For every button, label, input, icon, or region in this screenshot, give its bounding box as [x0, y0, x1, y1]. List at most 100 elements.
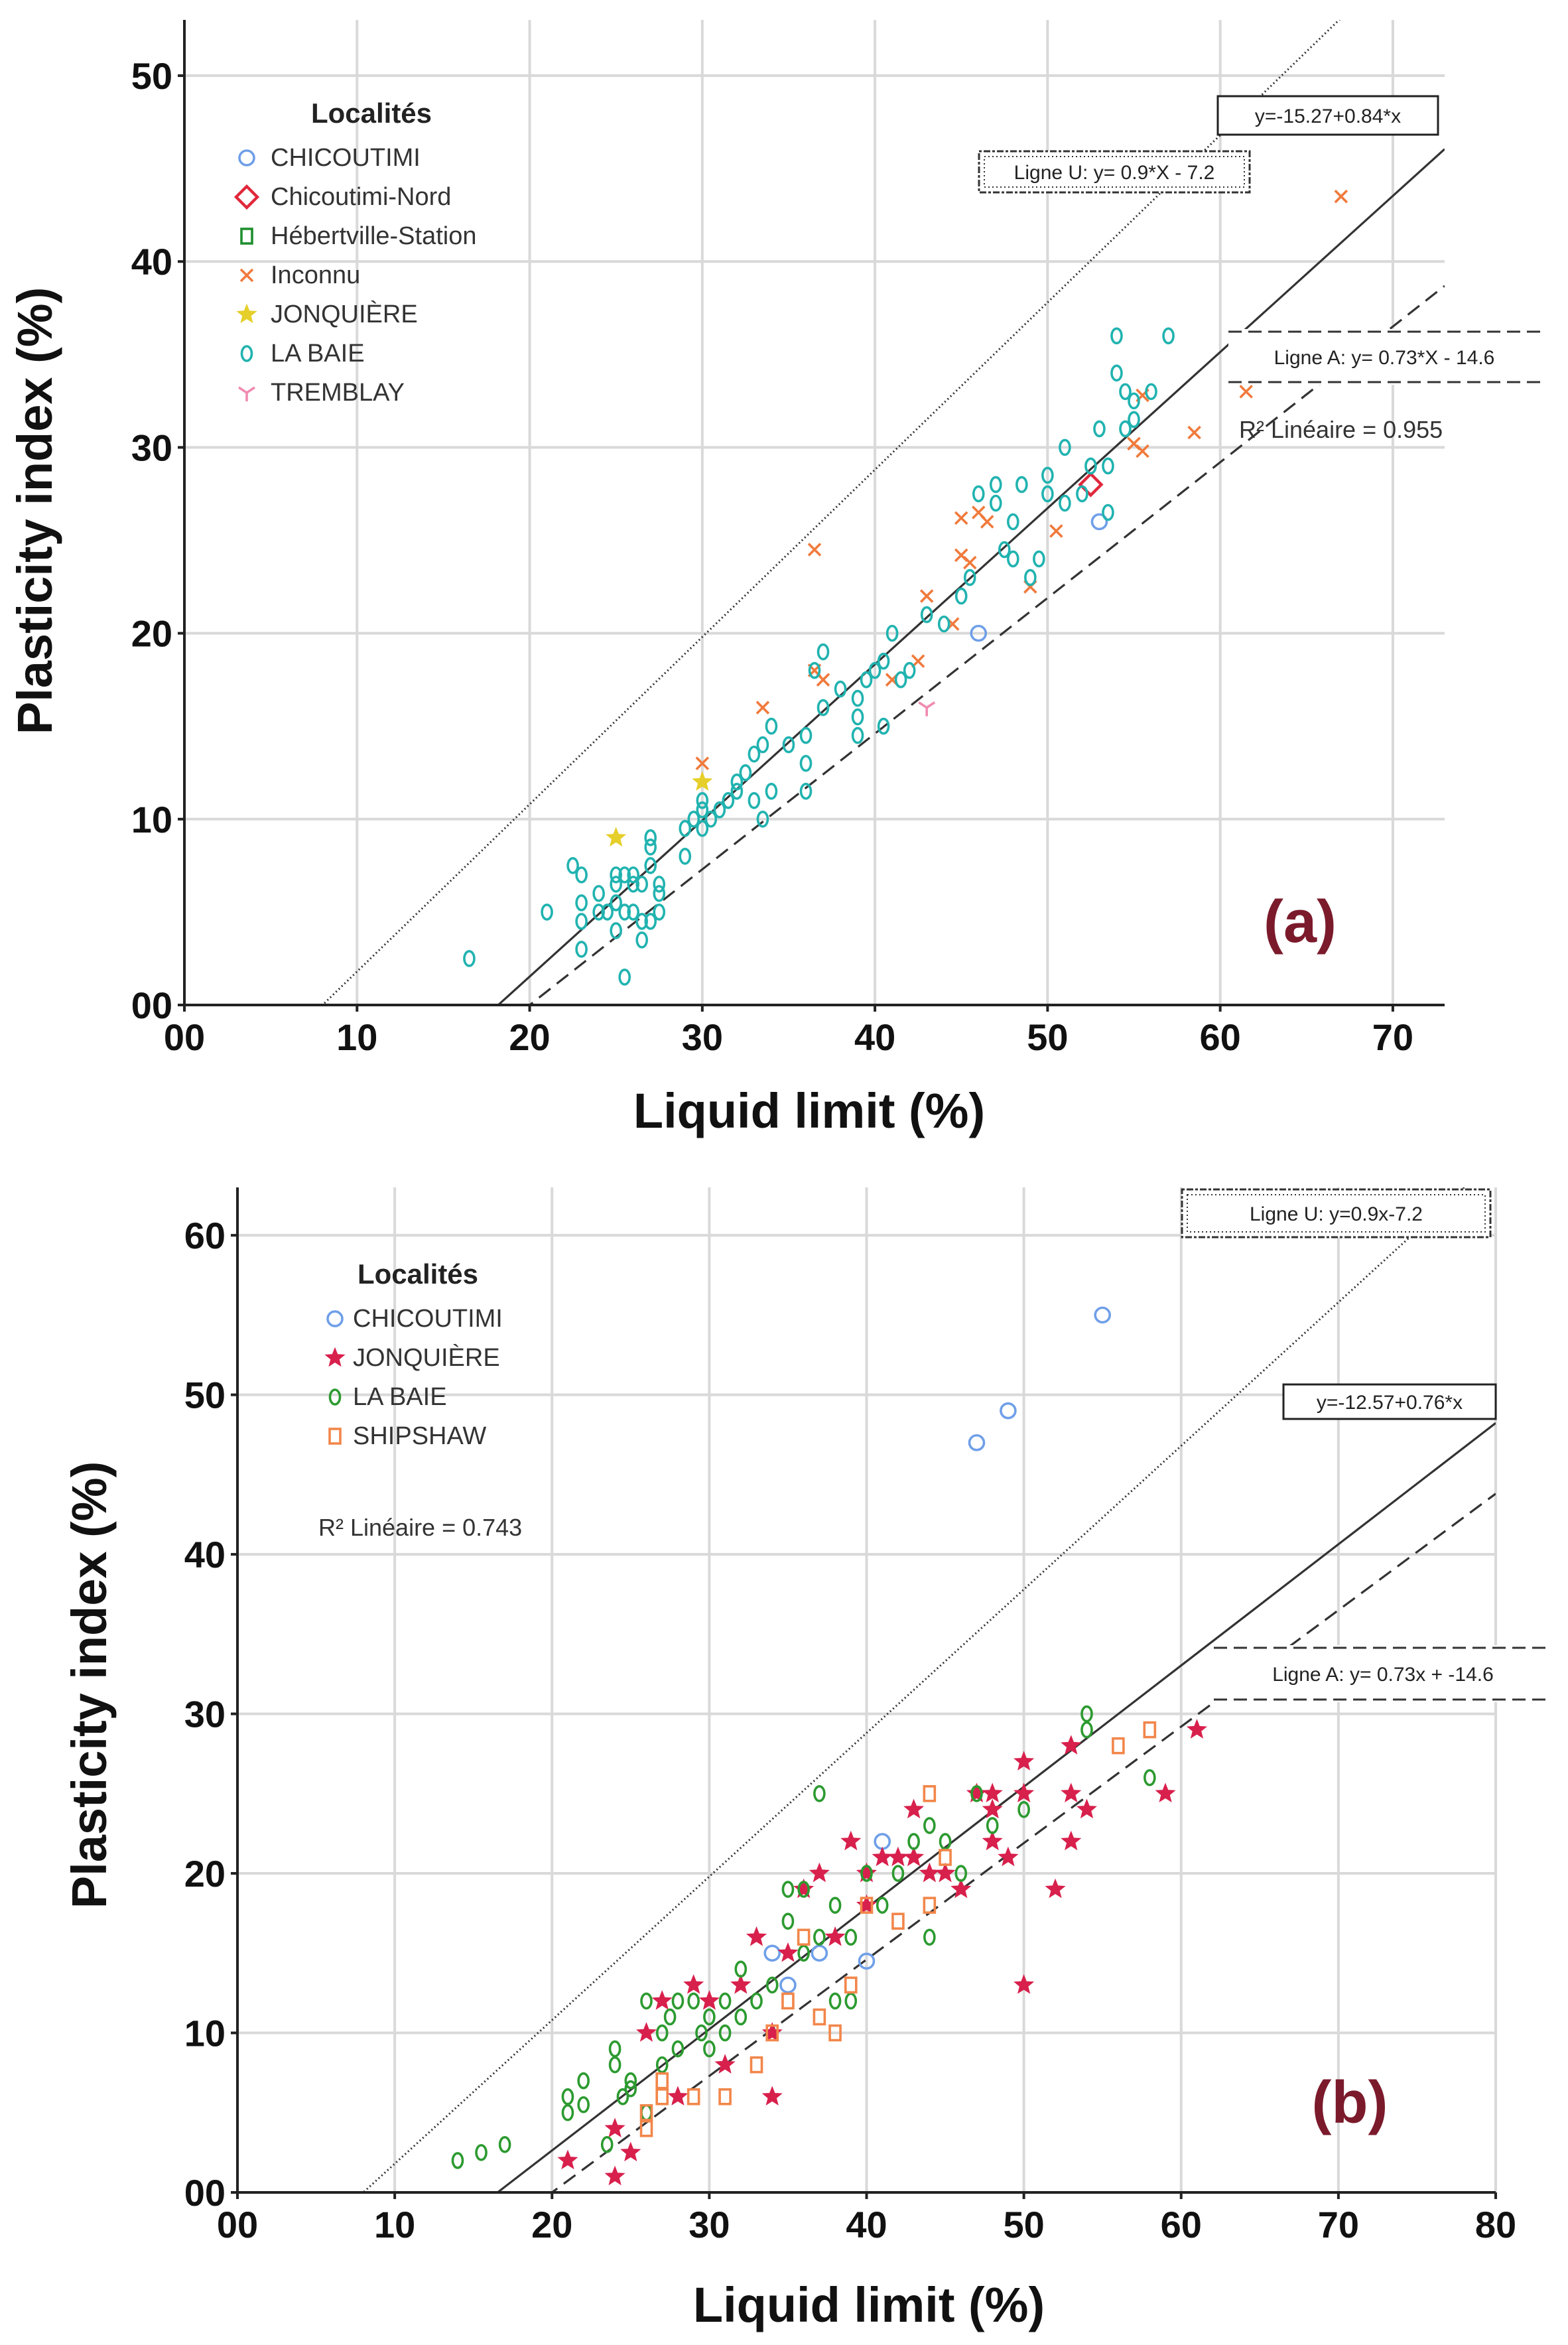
data-point [950, 1878, 972, 1899]
line-label-frame [1282, 1383, 1497, 1420]
data-point [954, 511, 968, 525]
data-point [851, 726, 864, 744]
data-point [1145, 383, 1157, 401]
data-point [575, 913, 588, 930]
data-points [451, 1306, 1208, 2186]
data-point [811, 1944, 828, 1962]
data-point [1007, 550, 1019, 568]
data-point [918, 701, 936, 716]
y-tick-label: 60 [184, 1215, 226, 1256]
data-point [667, 2086, 688, 2106]
legend-marker [236, 303, 257, 324]
data-point [856, 1862, 878, 1883]
data-point [606, 827, 627, 847]
data-point [463, 950, 476, 967]
data-point [601, 904, 614, 921]
x-tick-label: 10 [374, 2204, 415, 2245]
data-point [1061, 1830, 1082, 1851]
data-point [779, 1976, 797, 1994]
x-tick-label: 50 [1027, 1016, 1068, 1058]
data-point [923, 1785, 937, 1802]
y-tick-label: 30 [131, 427, 172, 468]
series-jonqui-re [606, 771, 713, 847]
data-point [748, 791, 761, 809]
legend-marker [238, 149, 255, 167]
data-point [989, 494, 1002, 512]
line-label-text: Ligne U: y= 0.9*X - 7.2 [1014, 162, 1215, 184]
data-point [608, 2056, 621, 2074]
data-point [640, 1992, 653, 2010]
data-point [1110, 327, 1123, 345]
data-point [671, 1992, 685, 2010]
data-point [734, 2008, 748, 2026]
legend-label: JONQUIÈRE [271, 300, 418, 328]
legend-marker [233, 184, 260, 210]
data-point [1187, 425, 1201, 440]
data-point [761, 2022, 783, 2042]
data-point [799, 782, 813, 800]
line-label-frame [1181, 1188, 1492, 1239]
data-point [972, 485, 985, 503]
data-point [920, 606, 933, 624]
data-point [877, 717, 890, 735]
data-point [891, 1912, 905, 1930]
data-point [748, 745, 761, 763]
line-label-bg [1283, 1384, 1496, 1419]
data-point [813, 1928, 826, 1946]
legend-item: CHICOUTIMI [326, 1305, 503, 1333]
line-label-ligne-a: Ligne A: y= 0.73*X - 14.6 [1228, 329, 1540, 385]
data-point [618, 969, 631, 986]
x-tick-label: 50 [1003, 2204, 1044, 2245]
data-point [1102, 503, 1114, 521]
data-point [828, 1992, 842, 2010]
line-label-bg [1182, 1189, 1490, 1237]
data-point [799, 754, 813, 772]
x-tick-label: 00 [217, 2204, 258, 2245]
data-point [683, 1974, 704, 1994]
data-point [907, 1833, 920, 1850]
data-point [696, 801, 709, 819]
data-point [475, 2144, 488, 2161]
data-point [635, 931, 649, 949]
data-point [998, 541, 1011, 559]
data-point [635, 876, 649, 893]
data-point [696, 820, 709, 837]
r2-label: R² Linéaire = 0.743 [318, 1514, 522, 1541]
data-point [739, 764, 752, 781]
data-point [592, 904, 605, 921]
data-point [1128, 392, 1140, 410]
legend-label: SHIPSHAW [353, 1422, 486, 1450]
data-point [557, 2149, 578, 2170]
legend-label: TREMBLAY [271, 379, 405, 407]
data-point [860, 671, 873, 689]
legend-label: Inconnu [271, 261, 360, 289]
legend-label: JONQUIÈRE [353, 1343, 500, 1372]
data-point [1059, 438, 1071, 456]
line-label-bg [1228, 329, 1540, 385]
series-tremblay [918, 701, 936, 716]
data-point [765, 1976, 779, 1994]
legend-marker [238, 386, 255, 401]
data-point [644, 857, 657, 874]
data-point [698, 1990, 720, 2010]
data-point [1094, 1306, 1111, 1324]
legend-marker [326, 1310, 344, 1327]
data-point [868, 661, 882, 679]
x-tick-label: 20 [509, 1016, 550, 1058]
legend-item: Hébertville-Station [240, 222, 476, 250]
data-point [703, 2040, 716, 2058]
data-point [954, 587, 968, 605]
data-point [718, 1992, 732, 2010]
legend: Localités CHICOUTIMI JONQUIÈRE LA BAIE SHIPS… [324, 1258, 503, 1450]
y-tick-label: 20 [184, 1853, 226, 1895]
legend-label: LA BAIE [353, 1383, 447, 1411]
data-point [592, 885, 605, 902]
data-point [1119, 383, 1132, 401]
line-ligne-a [527, 285, 1445, 1005]
data-point [755, 701, 770, 714]
data-point [714, 2054, 736, 2074]
line-label-ligne-u: Ligne U: y= 0.9*X - 7.2 [978, 150, 1251, 194]
data-point [1061, 1735, 1082, 1755]
series-chicoutimi [970, 513, 1108, 642]
data-point [604, 2165, 625, 2186]
